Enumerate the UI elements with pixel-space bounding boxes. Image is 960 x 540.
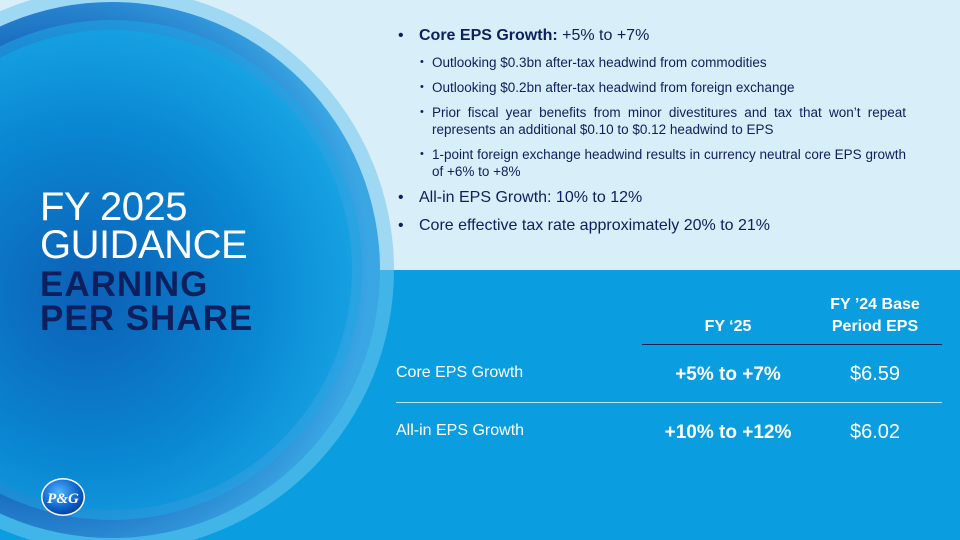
header-fy24-line-2: Period EPS [831,318,919,335]
page-subtitle: EARNING PER SHARE [40,265,254,338]
sub-bullet-currency-neutral: 1-point foreign exchange headwind result… [398,146,906,180]
row-label-all-in-eps: All-in EPS Growth [396,422,525,439]
row-range-core-eps: +5% to +7% [675,364,781,385]
title-line-2: GUIDANCE [40,223,248,267]
header-divider [642,344,942,345]
bullet-core-eps: Core EPS Growth: +5% to +7% [398,26,906,46]
bullet-tax-rate: Core effective tax rate approximately 20… [398,216,906,236]
guidance-bullets: Core EPS Growth: +5% to +7% Outlooking $… [398,26,906,244]
bullet-all-in-eps: All-in EPS Growth: 10% to 12% [398,188,906,208]
page-title: FY 2025 GUIDANCE [40,185,248,267]
core-eps-value: +5% to +7% [557,27,650,44]
header-fy24-line-1: FY ’24 Base [830,296,920,313]
row-label-core-eps: Core EPS Growth [396,364,524,381]
subtitle-line-2: PER SHARE [40,299,254,338]
title-line-1: FY 2025 [40,185,188,229]
row-base-all-in-eps: $6.02 [849,421,901,443]
subtitle-line-1: EARNING [40,265,209,304]
header-fy25: FY ‘25 [704,318,752,335]
inner-circle [0,30,352,510]
sub-bullet-foreign-exchange: Outlooking $0.2bn after-tax headwind fro… [398,79,906,96]
header-fy24-base: FY ’24 Base Period EPS [808,294,942,338]
sub-bullet-commodities: Outlooking $0.3bn after-tax headwind fro… [398,54,906,71]
sub-bullet-divestitures: Prior fiscal year benefits from minor di… [398,104,906,138]
core-eps-label: Core EPS Growth: [419,27,558,44]
pg-logo: P&G [41,478,85,516]
pg-logo-text: P&G [47,491,79,507]
row-base-core-eps: $6.59 [849,363,901,385]
row-divider [396,402,942,403]
row-range-all-in-eps: +10% to +12% [664,422,792,443]
